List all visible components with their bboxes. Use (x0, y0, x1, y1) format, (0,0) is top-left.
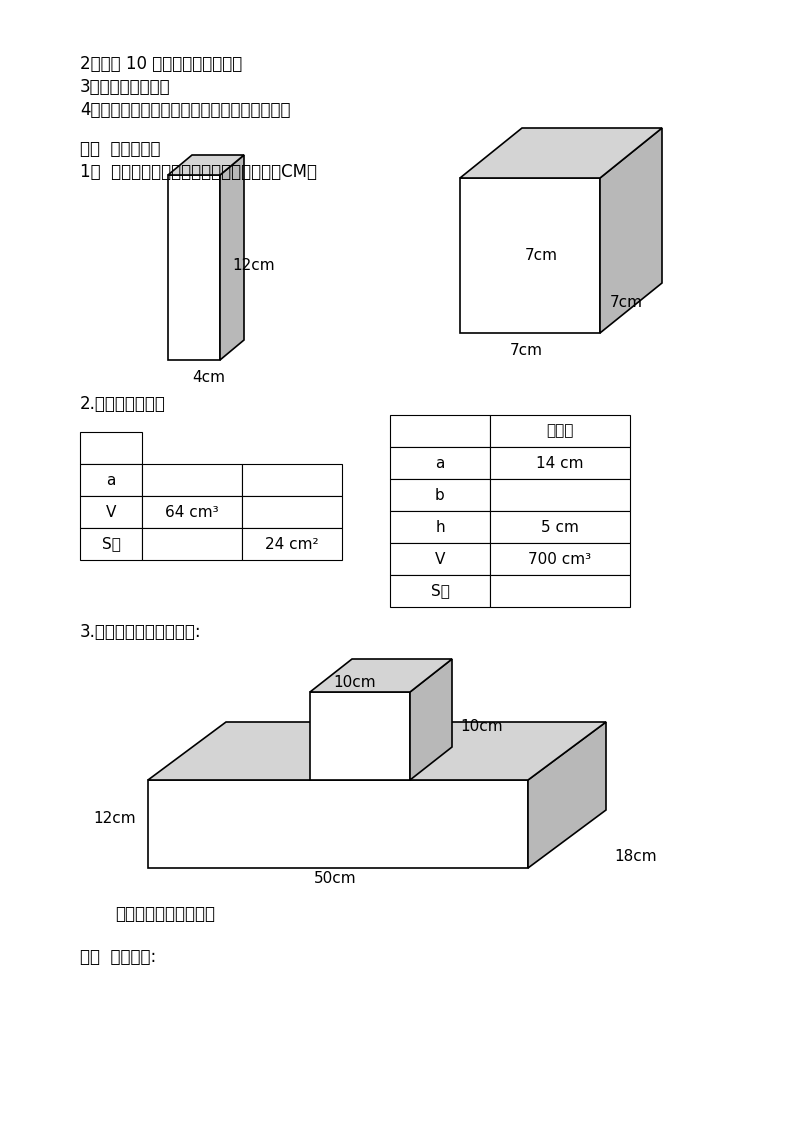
Text: b: b (435, 487, 445, 503)
Bar (80, 432, 142, 465)
Text: 2.填写下列表格：: 2.填写下列表格： (80, 395, 166, 413)
Bar (80, 528, 142, 560)
Text: a: a (435, 456, 445, 470)
Text: 3）油漆长方体柜子: 3）油漆长方体柜子 (80, 79, 170, 96)
Text: 10cm: 10cm (460, 718, 503, 734)
Bar (80, 465, 142, 496)
Polygon shape (528, 721, 606, 868)
Text: 1。  求下列图形的体积和表面积。（单位：CM）: 1。 求下列图形的体积和表面积。（单位：CM） (80, 163, 317, 181)
Text: a: a (106, 472, 116, 487)
Text: V: V (105, 505, 117, 519)
Bar (490, 543, 630, 574)
Text: 学生独立完成后汇报。: 学生独立完成后汇报。 (115, 905, 215, 923)
Text: 3.求下图中组合体的体积:: 3.求下图中组合体的体积: (80, 623, 201, 641)
Text: 18cm: 18cm (614, 848, 657, 864)
Text: 14 cm: 14 cm (536, 456, 584, 470)
Polygon shape (600, 128, 662, 333)
Text: 12cm: 12cm (232, 258, 274, 273)
Polygon shape (148, 721, 606, 780)
Polygon shape (460, 178, 600, 333)
Text: 7cm: 7cm (510, 343, 543, 358)
Polygon shape (410, 659, 452, 780)
Bar (142, 496, 242, 528)
Text: V: V (435, 552, 445, 567)
Bar (142, 528, 242, 560)
Polygon shape (168, 175, 220, 360)
Bar (390, 511, 490, 543)
Text: S表: S表 (431, 583, 450, 598)
Text: 10cm: 10cm (334, 674, 377, 690)
Polygon shape (220, 155, 244, 360)
Text: 24 cm²: 24 cm² (265, 536, 319, 552)
Polygon shape (460, 128, 662, 178)
Polygon shape (310, 692, 410, 780)
Text: 50cm: 50cm (314, 871, 356, 885)
Text: 700 cm³: 700 cm³ (528, 552, 592, 567)
Bar (490, 479, 630, 511)
Bar (142, 465, 242, 496)
Bar (390, 447, 490, 479)
Bar (490, 511, 630, 543)
Text: S表: S表 (102, 536, 121, 552)
Bar (242, 496, 342, 528)
Text: 二。  巳固练习：: 二。 巳固练习： (80, 140, 160, 158)
Bar (390, 543, 490, 574)
Bar (490, 415, 630, 447)
Text: 7cm: 7cm (525, 248, 558, 263)
Bar (490, 574, 630, 607)
Text: 三。  拓展探究:: 三。 拓展探究: (80, 948, 156, 966)
Bar (490, 447, 630, 479)
Text: 5 cm: 5 cm (541, 519, 579, 534)
Bar (390, 574, 490, 607)
Bar (390, 479, 490, 511)
Text: 4）石头放入有水玻璃水槽中，水面上升的问题: 4）石头放入有水玻璃水槽中，水面上升的问题 (80, 101, 290, 119)
Polygon shape (168, 155, 244, 175)
Text: 7cm: 7cm (610, 295, 643, 310)
Bar (242, 465, 342, 496)
Polygon shape (310, 659, 452, 692)
Text: 长方体: 长方体 (546, 423, 573, 439)
Bar (80, 496, 142, 528)
Text: 12cm: 12cm (94, 810, 136, 826)
Text: h: h (435, 519, 445, 534)
Polygon shape (148, 780, 528, 868)
Text: 2）制作 10 个长方体纸盒的用料: 2）制作 10 个长方体纸盒的用料 (80, 55, 242, 73)
Bar (390, 415, 490, 447)
Bar (242, 528, 342, 560)
Text: 4cm: 4cm (192, 370, 225, 385)
Text: 64 cm³: 64 cm³ (165, 505, 219, 519)
